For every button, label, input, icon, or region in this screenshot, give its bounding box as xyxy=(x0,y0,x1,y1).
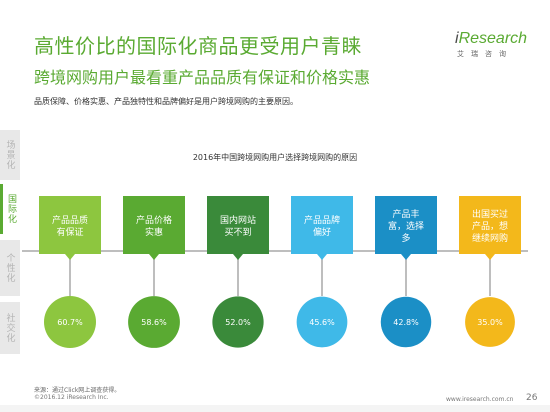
value-circle xyxy=(380,296,432,348)
sidebar-tab-label: 场景化 xyxy=(4,140,15,170)
value-label: 45.6% xyxy=(309,318,335,327)
category-box-pointer xyxy=(233,254,243,260)
category-box xyxy=(459,196,521,254)
value-label: 42.8% xyxy=(393,318,419,327)
value-label: 58.6% xyxy=(141,318,167,327)
page-summary: 品质保障、价格实惠、产品独特性和品牌偏好是用户跨境网购的主要原因。 xyxy=(34,97,298,106)
category-box xyxy=(291,196,353,254)
category-box xyxy=(39,196,101,254)
value-label: 35.0% xyxy=(477,318,503,327)
category-box-pointer xyxy=(401,254,411,260)
category-box xyxy=(123,196,185,254)
footer-url[interactable]: www.iresearch.com.cn xyxy=(446,396,514,403)
category-label: 产品品质 xyxy=(52,214,88,226)
category-box-pointer xyxy=(485,254,495,260)
chart-title: 2016年中国跨境网购用户选择跨境网购的原因 xyxy=(192,153,358,162)
category-box xyxy=(207,196,269,254)
page-subtitle-headline: 跨境网购用户最看重产品品质有保证和价格实惠 xyxy=(34,68,371,87)
value-circle xyxy=(296,296,348,348)
value-circle xyxy=(44,296,96,348)
category-label: 产品丰 xyxy=(392,208,419,220)
logo-wordmark: iResearch xyxy=(455,30,527,48)
category-label: 出国买过 xyxy=(472,208,508,220)
sidebar-tab-personalized[interactable]: 个性化 xyxy=(0,240,20,296)
footer-source: 来源：通过Click网上调查获得。 xyxy=(34,387,121,394)
page-number: 26 xyxy=(526,393,538,403)
page-title: 高性价比的国际化商品更受用户青睐 xyxy=(34,34,362,58)
category-label: 富，选择 xyxy=(388,220,424,232)
category-box-pointer xyxy=(149,254,159,260)
logo-chinese: 艾瑞咨询 xyxy=(457,50,513,58)
category-label: 产品价格 xyxy=(136,214,172,226)
value-circle xyxy=(212,296,264,348)
footer-band xyxy=(0,405,550,412)
category-label: 买不到 xyxy=(224,226,251,238)
category-label: 有保证 xyxy=(56,226,83,238)
category-label: 国内网站 xyxy=(220,214,256,226)
value-label: 52.0% xyxy=(225,318,251,327)
logo-research: Research xyxy=(458,30,528,47)
value-circle xyxy=(465,297,515,347)
sidebar-tab-label: 社交化 xyxy=(4,313,15,343)
category-box-pointer xyxy=(65,254,75,260)
footer-copyright: ©2016.12 iResearch Inc. xyxy=(34,394,109,401)
category-label: 偏好 xyxy=(313,226,331,238)
category-box xyxy=(375,196,437,254)
sidebar-tab-social[interactable]: 社交化 xyxy=(0,302,20,354)
category-label: 产品品牌 xyxy=(304,214,340,226)
value-circle xyxy=(128,296,180,348)
iresearch-logo: iResearch 艾瑞咨询 xyxy=(455,30,543,62)
category-label: 实惠 xyxy=(145,226,163,238)
category-box-pointer xyxy=(317,254,327,260)
category-label: 继续网购 xyxy=(472,232,508,244)
sidebar-tab-scenario[interactable]: 场景化 xyxy=(0,130,20,180)
category-label: 多 xyxy=(401,232,410,244)
sidebar-tab-label: 个性化 xyxy=(4,253,15,283)
logo-i: i xyxy=(455,30,459,47)
value-label: 60.7% xyxy=(57,318,83,327)
sidebar-tab-international[interactable]: 国际化 xyxy=(0,184,20,234)
sidebar-tab-label: 国际化 xyxy=(6,194,16,224)
category-label: 产品，想 xyxy=(472,220,508,232)
